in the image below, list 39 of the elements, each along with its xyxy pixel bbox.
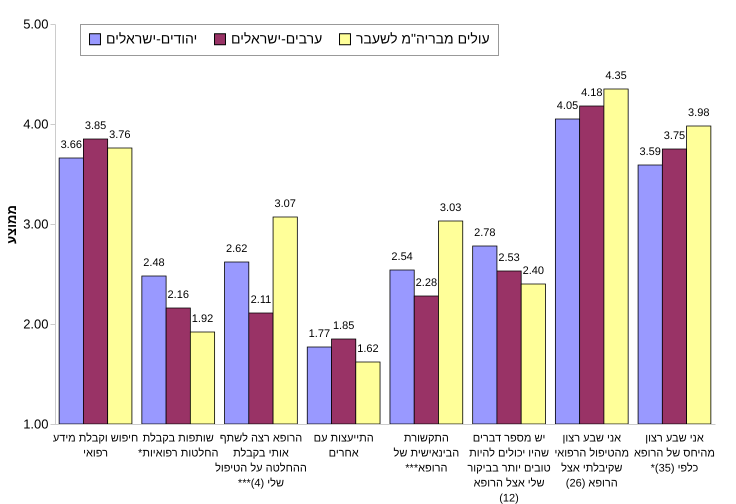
- data-label: 3.85: [84, 120, 106, 132]
- data-label: 2.62: [226, 243, 248, 255]
- data-label: 2.11: [250, 294, 272, 306]
- data-label: 2.48: [143, 257, 165, 269]
- legend-label: יהודים-ישראלים: [106, 30, 198, 46]
- data-label: 1.77: [308, 328, 330, 340]
- data-label: 3.59: [640, 146, 661, 158]
- x-tick-label: התקשורת הבינאישית של הרופא***: [394, 432, 460, 474]
- data-label: 3.07: [274, 198, 296, 210]
- data-label: 4.35: [605, 70, 627, 82]
- data-label: 2.78: [474, 227, 496, 239]
- data-label: 2.16: [168, 289, 189, 301]
- data-label: 2.28: [416, 277, 438, 289]
- data-label: 3.75: [664, 130, 686, 142]
- x-tick-label: התייעצות עם אחרים: [314, 432, 374, 460]
- data-label: 1.85: [332, 320, 354, 332]
- legend-label: עולים מבריה"מ לשעבר: [356, 30, 490, 46]
- data-label: 3.03: [440, 202, 462, 214]
- y-tick-label: 1.00: [23, 416, 48, 432]
- y-tick-label: 5.00: [23, 16, 48, 32]
- x-tick-label: אני שבע רצון מהטיפול הרפואי שקיבלתי אצל הרופא (26): [554, 432, 630, 490]
- data-label: 2.54: [391, 251, 413, 263]
- data-label: 1.62: [357, 343, 379, 355]
- x-tick-label: אני שבע רצון מהיחס של הרופא כלפי (35)*: [634, 432, 715, 474]
- data-label: 3.76: [109, 129, 130, 141]
- data-label: 2.53: [498, 252, 520, 264]
- y-axis-title: ממוצע: [4, 205, 20, 244]
- data-label: 1.92: [192, 313, 214, 325]
- x-tick-label: שותפות בקבלת החלטות רפואיות*: [138, 432, 218, 460]
- x-tick-label: חיפוש וקבלת מידע רפואי: [52, 432, 138, 460]
- data-label: 3.66: [60, 139, 82, 151]
- y-tick-label: 3.00: [23, 216, 48, 232]
- y-tick-label: 2.00: [23, 316, 48, 332]
- data-label: 4.05: [556, 100, 578, 112]
- data-label: 2.40: [522, 265, 544, 277]
- data-label: 3.98: [688, 107, 710, 119]
- data-label: 4.18: [581, 87, 602, 99]
- legend-label: ערבים-ישראלים: [231, 30, 322, 46]
- y-tick-label: 4.00: [23, 116, 48, 132]
